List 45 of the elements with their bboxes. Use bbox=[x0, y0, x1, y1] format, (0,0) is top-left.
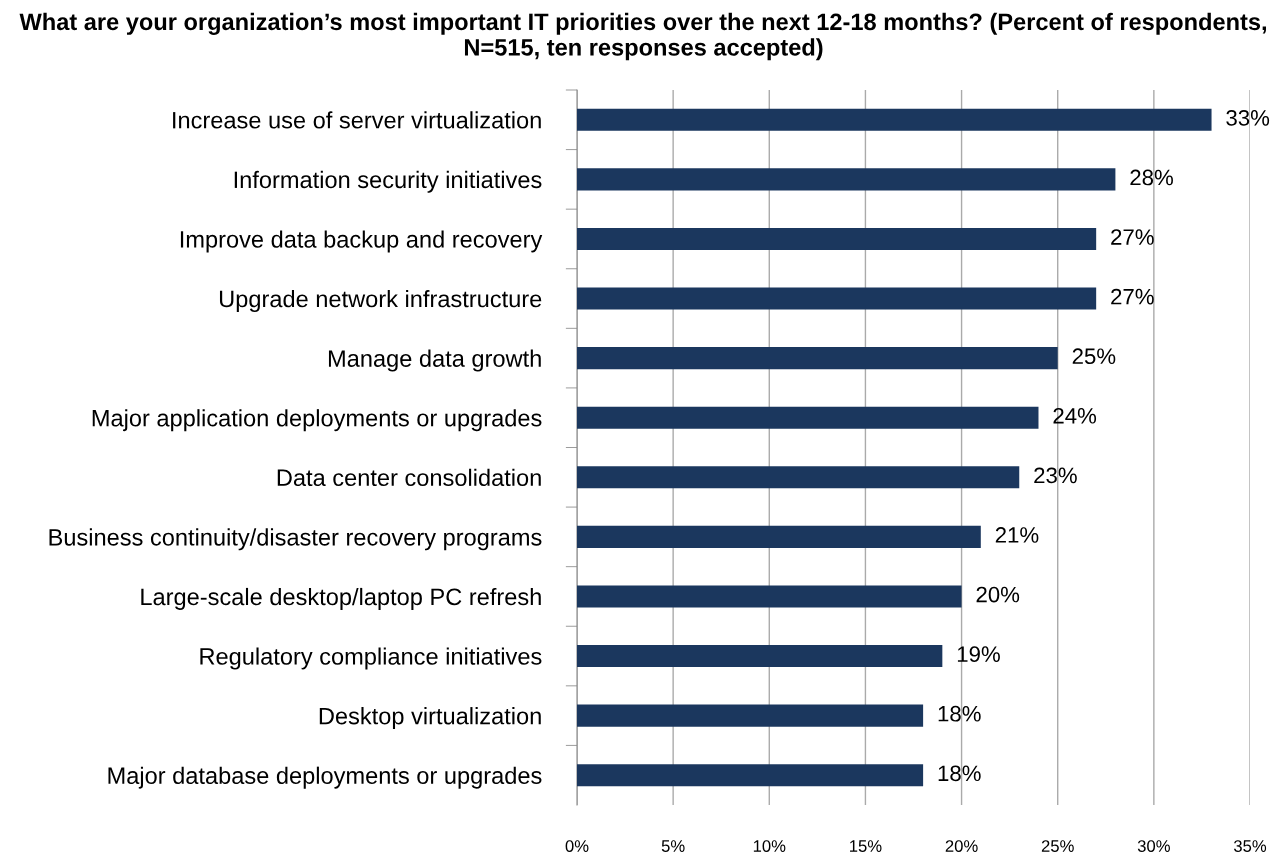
bar bbox=[577, 227, 1097, 250]
chart-title: What are your organization’s most important IT priorities over the next 12-18 months? (Percent of respondents, N=515, ten responses accepted) bbox=[19, 12, 1266, 61]
y-tick-label: Desktop virtualization bbox=[319, 707, 541, 730]
data-label: 28% bbox=[1130, 169, 1173, 186]
data-label: 23% bbox=[1034, 467, 1077, 484]
bar bbox=[577, 764, 924, 787]
y-tick-label: Regulatory compliance initiatives bbox=[200, 647, 542, 670]
data-label: 19% bbox=[957, 646, 1000, 663]
bar bbox=[577, 585, 962, 608]
data-label: 33% bbox=[1226, 110, 1270, 126]
x-tick-label: 10% bbox=[753, 840, 786, 852]
x-tick-label: 0% bbox=[565, 840, 589, 852]
data-label: 27% bbox=[1111, 229, 1154, 245]
data-label: 27% bbox=[1111, 288, 1154, 305]
y-tick-label: Business continuity/disaster recovery programs bbox=[49, 528, 542, 551]
data-label: 24% bbox=[1053, 407, 1097, 424]
x-tick-label: 15% bbox=[850, 840, 882, 852]
bar bbox=[577, 704, 924, 727]
bar bbox=[577, 108, 1212, 131]
bar bbox=[577, 347, 1058, 370]
data-label: 25% bbox=[1072, 348, 1116, 365]
data-label: 20% bbox=[976, 586, 1020, 603]
data-label: 18% bbox=[938, 705, 981, 722]
y-tick-label: Large-scale desktop/laptop PC refresh bbox=[141, 587, 541, 610]
x-tick-label: 25% bbox=[1041, 840, 1074, 852]
y-tick-label: Upgrade network infrastructure bbox=[219, 289, 542, 312]
x-tick-label: 30% bbox=[1137, 840, 1170, 852]
x-tick-label: 5% bbox=[661, 840, 685, 852]
y-tick-label: Major application deployments or upgrades bbox=[92, 409, 542, 432]
y-tick-label: Increase use of server virtualization bbox=[173, 111, 541, 129]
y-tick-label: Information security initiatives bbox=[234, 170, 542, 193]
bar bbox=[577, 168, 1116, 191]
x-tick-label: 35% bbox=[1233, 840, 1267, 852]
data-label: 18% bbox=[938, 765, 981, 782]
bar bbox=[577, 287, 1097, 310]
bar bbox=[577, 525, 981, 548]
y-tick-label: Improve data backup and recovery bbox=[180, 230, 543, 253]
bar bbox=[577, 466, 1020, 489]
y-tick-label: Data center consolidation bbox=[277, 468, 541, 487]
y-tick-label: Major database deployments or upgrades bbox=[108, 766, 542, 789]
x-tick-label: 20% bbox=[945, 840, 978, 852]
bar bbox=[577, 645, 943, 668]
bar bbox=[577, 406, 1039, 429]
y-tick-label: Manage data growth bbox=[328, 349, 541, 372]
data-label: 21% bbox=[995, 527, 1039, 543]
